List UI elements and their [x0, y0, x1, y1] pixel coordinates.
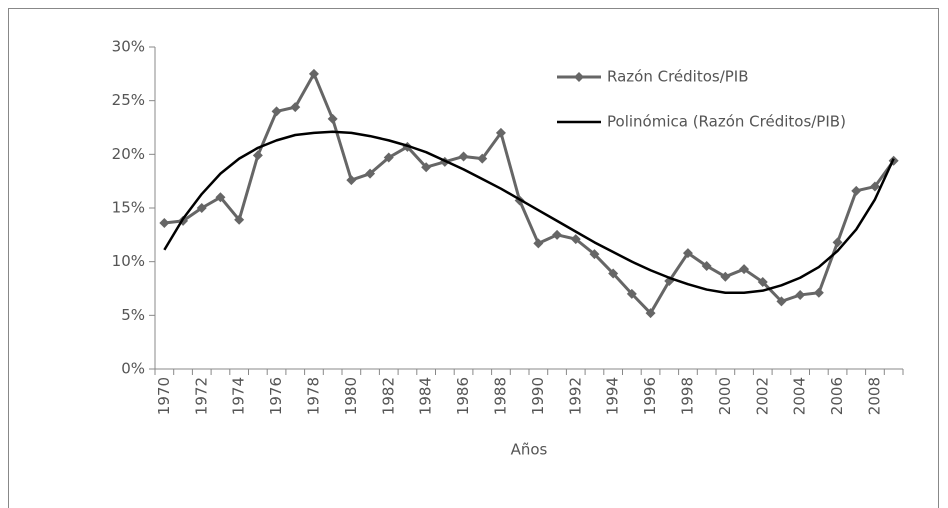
x-tick-label: 1990: [529, 377, 547, 415]
point-marker: [533, 238, 544, 249]
x-tick-label: 2006: [828, 377, 846, 415]
point-marker: [589, 249, 600, 260]
y-tick-label: 15%: [112, 199, 145, 217]
x-tick-label: 1998: [678, 377, 696, 415]
point-marker: [421, 162, 432, 173]
frame: [8, 8, 939, 508]
point-marker: [832, 237, 843, 248]
x-tick-label: 1976: [267, 377, 285, 415]
point-marker: [196, 203, 207, 213]
point-marker: [720, 271, 731, 282]
y-tick-label: 5%: [121, 306, 145, 324]
point-marker: [252, 150, 263, 161]
x-tick-label: 2004: [791, 377, 809, 415]
point-marker: [682, 248, 693, 259]
point-marker: [570, 234, 581, 245]
point-marker: [290, 102, 301, 113]
point-marker: [308, 68, 319, 79]
x-tick-label: 1982: [379, 377, 397, 415]
point-marker: [739, 264, 750, 275]
point-marker: [234, 214, 245, 225]
x-tick-label: 1978: [304, 377, 322, 415]
x-tick-label: 1984: [417, 377, 435, 415]
trend-line: [163, 130, 895, 295]
x-tick-label: 1992: [566, 377, 584, 415]
point-marker: [458, 151, 469, 162]
y-tick-label: 0%: [121, 360, 145, 378]
point-marker: [477, 153, 488, 164]
point-marker: [813, 287, 824, 298]
x-tick-label: 1970: [155, 377, 173, 415]
x-tick-label: 1974: [230, 377, 248, 415]
point-marker: [701, 260, 712, 271]
x-tick-label: 1972: [192, 377, 210, 415]
point-marker: [159, 218, 170, 229]
x-tick-label: 2002: [753, 377, 771, 415]
y-tick-label: 10%: [112, 252, 145, 270]
point-marker: [495, 127, 506, 138]
x-tick-label: 1980: [342, 377, 360, 415]
point-marker: [851, 185, 862, 196]
legend-label: Polinómica (Razón Créditos/PIB): [607, 113, 846, 131]
point-marker: [215, 192, 226, 203]
point-marker: [645, 308, 656, 319]
x-tick-label: 2008: [865, 377, 883, 415]
point-marker: [271, 106, 282, 117]
y-tick-label: 20%: [112, 145, 145, 163]
y-tick-label: 30%: [112, 38, 145, 56]
point-marker: [608, 268, 619, 279]
point-marker: [327, 113, 338, 124]
legend-label: Razón Créditos/PIB: [607, 68, 749, 86]
x-tick-label: 1988: [491, 377, 509, 415]
point-marker: [346, 175, 357, 186]
point-marker: [757, 277, 768, 288]
point-marker: [626, 288, 637, 299]
point-marker: [365, 168, 376, 179]
point-marker: [383, 152, 394, 163]
x-tick-label: 1994: [604, 377, 622, 415]
series-line: [164, 72, 895, 315]
x-tick-label: 2000: [716, 377, 734, 415]
point-marker: [795, 289, 806, 300]
x-tick-label: 1986: [454, 377, 472, 415]
legend-marker: [574, 72, 584, 82]
x-tick-label: 1996: [641, 377, 659, 415]
point-marker: [776, 296, 787, 307]
y-tick-label: 25%: [112, 91, 145, 109]
point-marker: [552, 229, 563, 240]
point-marker: [869, 181, 880, 192]
x-axis-label: Años: [511, 441, 548, 459]
